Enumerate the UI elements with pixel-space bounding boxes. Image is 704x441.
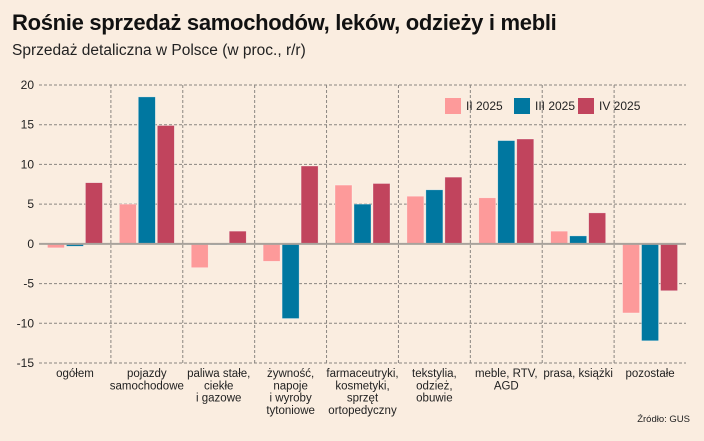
x-tick-label-line: ogółem [56,368,94,380]
y-tick-label: -5 [23,277,34,291]
bar [406,195,425,245]
x-tick-label-line: pozostałe [625,368,674,380]
bar [478,197,497,245]
x-tick-label-line: napoje [273,380,308,392]
bar [353,203,372,245]
bar [550,230,568,245]
x-tick-label-line: kosmetyki, [335,380,389,392]
x-tick-label-line: tekstylia, [412,368,457,380]
legend-swatch [578,98,594,114]
x-tick-label: farmaceutryki, kosmetyki, sprzęt ortopedycz… [326,368,398,417]
x-tick-label: tekstylia, odzież, obuwie [412,368,457,405]
bar [622,243,640,314]
x-tick-label-line: AGD [494,380,519,392]
bar [372,183,391,245]
y-tick-label: 5 [27,197,34,211]
bar [300,165,319,245]
x-tick-label-line: i wyroby [270,393,312,405]
y-tick-label: -10 [17,316,35,330]
x-tick-label: pozostałe [625,368,674,380]
y-tick-label: 15 [21,118,35,132]
bars [47,96,678,342]
bar [262,243,281,262]
bar [516,138,535,245]
chart-title: Rośnie sprzedaż samochodów, leków, odzie… [12,10,557,35]
bar [334,184,353,245]
bar [85,182,103,245]
x-tick-label: meble, RTV, AGD [475,368,538,392]
x-tick-label: prasa, książki [543,368,613,380]
bar [569,235,587,245]
source-note: Źródło: GUS [637,414,690,425]
y-tick-label: 0 [27,237,34,251]
bar [138,96,156,245]
x-tick-label-line: ortopedyczny [328,405,397,417]
x-tick-label: ogółem [56,368,94,380]
legend: II 2025 III 2025 IV 2025 [445,98,641,114]
bar [157,125,175,245]
y-tick-label: 10 [21,157,35,171]
y-axis-ticks: 20 15 10 5 0 -5 -10 -15 [17,78,35,370]
y-tick-label: 20 [21,78,35,92]
legend-label: II 2025 [466,99,503,113]
x-tick-label-line: i gazowe [196,393,241,405]
legend-swatch [514,98,530,114]
x-tick-label: żywność, napoje i wyroby tytoniowe [266,368,315,417]
x-tick-label-line: sprzęt [347,393,379,405]
x-tick-label-line: samochodowe [110,380,184,392]
legend-label: III 2025 [535,99,575,113]
chart-subtitle: Sprzedaż detaliczna w Polsce (w proc., r… [12,42,306,59]
x-tick-label-line: farmaceutryki, [326,368,398,380]
x-tick-label-line: meble, RTV, [475,368,538,380]
bar [425,189,444,245]
bar [444,176,463,245]
y-tick-label: -15 [17,356,35,370]
bar [497,140,516,245]
x-tick-label-line: pojazdy [127,368,167,380]
bar [588,212,606,245]
bar [190,243,209,268]
x-tick-label: paliwa stałe, ciekłe i gazowe [187,368,250,405]
x-tick-label-line: odzież, [416,380,452,392]
bar [281,243,300,319]
x-tick-label: pojazdy samochodowe [110,368,184,392]
x-tick-label-line: żywność, [267,368,314,380]
bar [119,203,137,245]
bar [660,243,678,292]
x-tick-label-line: ciekłe [204,380,233,392]
legend-label: IV 2025 [599,99,641,113]
bar [228,230,247,245]
x-tick-label-line: prasa, książki [543,368,613,380]
bar [641,243,659,342]
x-tick-label-line: tytoniowe [266,405,315,417]
x-tick-label-line: obuwie [416,393,452,405]
legend-swatch [445,98,461,114]
x-tick-label-line: paliwa stałe, [187,368,250,380]
